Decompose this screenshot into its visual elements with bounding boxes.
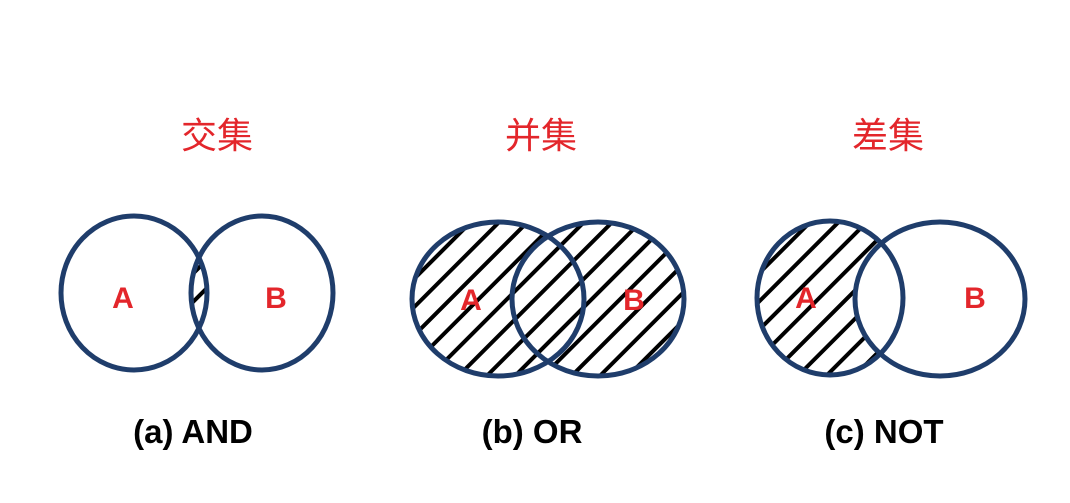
set-b-label: B <box>265 282 287 315</box>
set-a-label: A <box>112 282 134 315</box>
set-b-circle <box>509 219 687 379</box>
set-a-label: A <box>795 282 817 315</box>
venn-and: A B <box>58 213 336 373</box>
panel-caption-and: (a) AND <box>133 413 253 450</box>
set-a-circle <box>58 213 210 373</box>
set-a-label: A <box>460 284 482 317</box>
set-a-circle <box>409 219 587 379</box>
set-a-circle <box>754 218 906 378</box>
set-b-label: B <box>964 282 986 315</box>
set-b-mask <box>855 222 1025 376</box>
panel-title-not: 差集 <box>851 116 924 157</box>
set-b-circle <box>188 213 336 373</box>
set-b-label: B <box>623 284 645 317</box>
panel-caption-or: (b) OR <box>481 413 583 450</box>
set-b-region <box>512 222 684 376</box>
venn-or: A B <box>409 219 687 379</box>
venn-not: A B <box>754 218 1028 379</box>
panel-caption-not: (c) NOT <box>824 413 944 450</box>
panel-title-and: 交集 <box>180 116 253 157</box>
set-b-circle <box>852 219 1028 379</box>
panel-title-or: 并集 <box>504 116 577 157</box>
